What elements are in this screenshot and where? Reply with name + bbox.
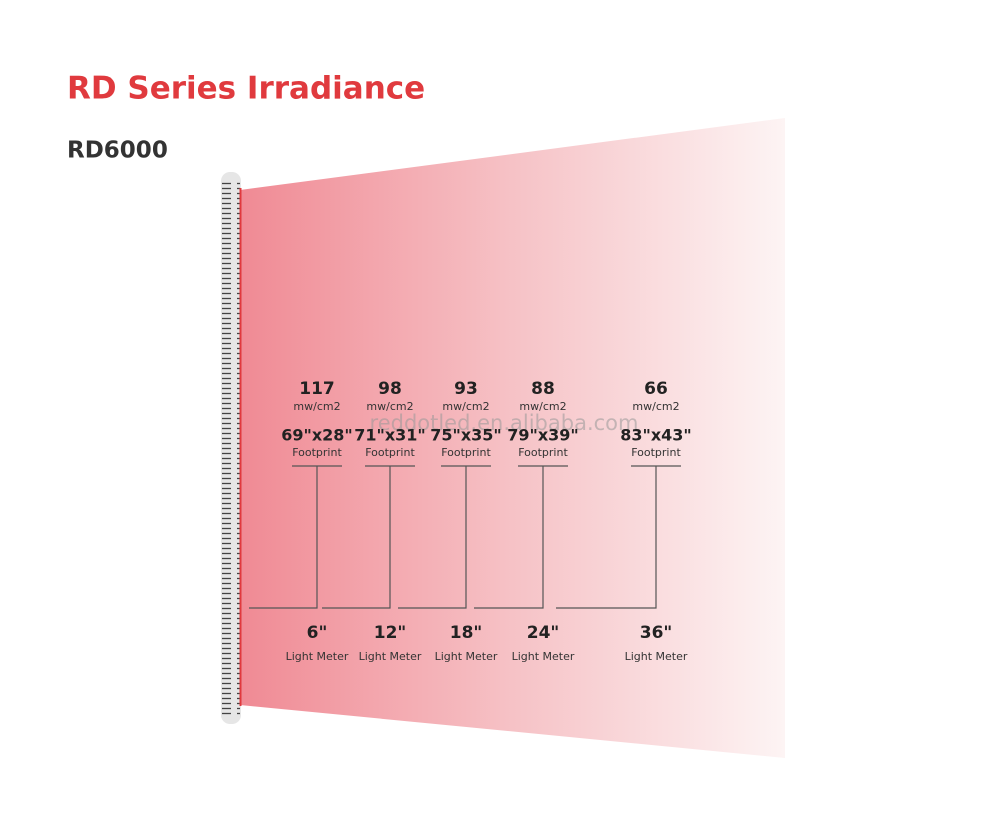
distance: 24" [527,623,560,643]
distance: 18" [450,623,483,643]
footprint-label: Footprint [441,446,491,459]
irradiance: 88 [531,379,555,399]
distance: 36" [640,623,673,643]
watermark: reddotled.en.alibaba.com [370,411,639,435]
footprint: 69"x28" [281,426,353,445]
footprint: 83"x43" [620,426,692,445]
footprint-label: Footprint [518,446,568,459]
distance: 12" [374,623,407,643]
footprint-label: Footprint [292,446,342,459]
irradiance-unit: mw/cm2 [293,400,340,413]
irradiance-unit: mw/cm2 [366,400,413,413]
distance-label: Light Meter [625,650,688,663]
connector [556,466,657,609]
irradiance: 66 [644,379,668,399]
footprint: 79"x39" [507,426,579,445]
connector [322,466,391,609]
irradiance-unit: mw/cm2 [442,400,489,413]
footprint-label: Footprint [631,446,681,459]
footprint: 71"x31" [354,426,426,445]
connector [474,466,544,609]
irradiance-unit: mw/cm2 [519,400,566,413]
connector [398,466,467,609]
light-beam [240,118,785,758]
footprint-label: Footprint [365,446,415,459]
connector [249,466,318,609]
distance-label: Light Meter [286,650,349,663]
distance-label: Light Meter [512,650,575,663]
model: RD6000 [67,138,168,164]
distance: 6" [307,623,328,643]
distance-label: Light Meter [359,650,422,663]
distance-label: Light Meter [435,650,498,663]
irradiance: 93 [454,379,478,399]
panel-leds [222,180,240,716]
irradiance: 98 [378,379,402,399]
irradiance-unit: mw/cm2 [632,400,679,413]
irradiance: 117 [299,379,335,399]
footprint: 75"x35" [430,426,502,445]
title: RD Series Irradiance [67,71,425,107]
